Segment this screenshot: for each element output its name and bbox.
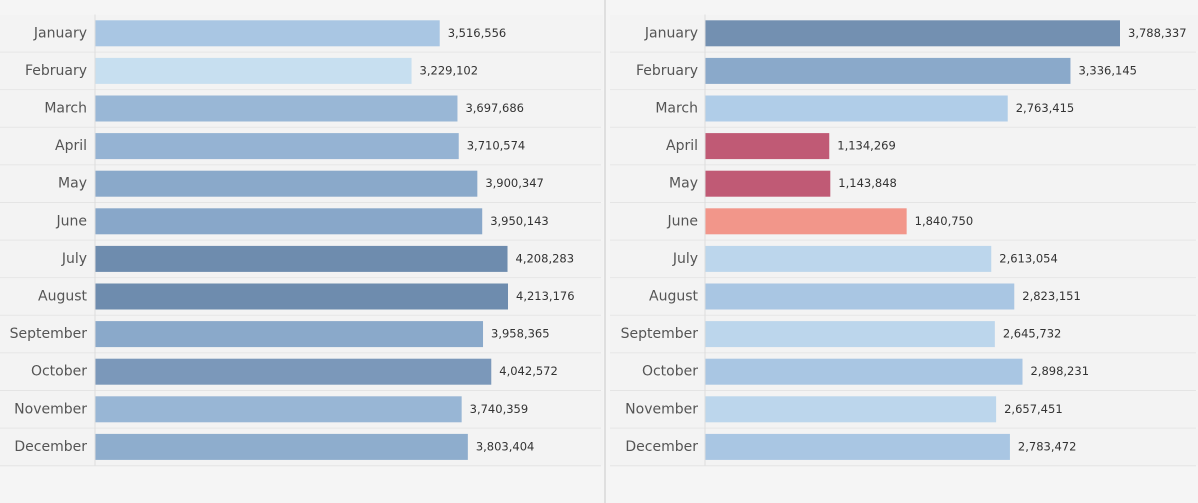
value-label: 2,783,472 [1018, 439, 1077, 453]
category-label: July [672, 251, 698, 267]
bar [95, 433, 468, 460]
bar [705, 433, 1010, 460]
value-label: 3,788,337 [1128, 26, 1187, 40]
bar [95, 57, 412, 84]
value-label: 2,645,732 [1003, 327, 1062, 341]
category-label: October [642, 364, 698, 380]
value-label: 2,613,054 [999, 251, 1058, 265]
category-label: August [38, 289, 88, 305]
value-label: 2,898,231 [1030, 364, 1089, 378]
bar [705, 20, 1120, 47]
category-label: May [669, 176, 698, 192]
category-label: March [44, 101, 87, 117]
bar [705, 57, 1071, 84]
category-label: February [25, 63, 87, 79]
bar [95, 245, 508, 272]
bar [95, 321, 484, 348]
value-label: 1,840,750 [915, 214, 974, 228]
value-label: 3,697,686 [465, 101, 524, 115]
value-label: 2,763,415 [1016, 101, 1075, 115]
category-label: October [31, 364, 87, 380]
category-label: July [61, 251, 87, 267]
bar [705, 170, 831, 197]
bar [95, 133, 459, 160]
bar [705, 208, 907, 235]
value-label: 3,336,145 [1078, 63, 1137, 77]
value-label: 4,208,283 [516, 251, 575, 265]
category-label: September [10, 326, 88, 342]
category-label: May [58, 176, 87, 192]
category-label: March [655, 101, 698, 117]
category-label: April [666, 138, 698, 154]
row-band [610, 165, 1198, 202]
value-label: 3,900,347 [485, 176, 544, 190]
bar [705, 95, 1008, 122]
category-label: November [14, 401, 87, 417]
bar [95, 170, 478, 197]
bar [705, 283, 1015, 310]
row-band [610, 127, 1198, 165]
value-label: 2,823,151 [1022, 289, 1081, 303]
bar [705, 321, 995, 348]
category-label: January [33, 25, 87, 41]
category-label: November [625, 401, 698, 417]
category-label: April [55, 138, 87, 154]
bar [95, 358, 492, 385]
bar [95, 208, 483, 235]
value-label: 3,958,365 [491, 327, 550, 341]
bar [95, 396, 462, 423]
value-label: 3,710,574 [467, 139, 526, 153]
bar [705, 396, 997, 423]
value-label: 3,229,102 [420, 63, 479, 77]
value-label: 2,657,451 [1004, 402, 1063, 416]
value-label: 3,803,404 [476, 439, 535, 453]
bar [705, 133, 830, 160]
category-label: June [667, 213, 699, 229]
category-label: January [644, 25, 698, 41]
category-label: September [621, 326, 699, 342]
bar [95, 95, 458, 122]
category-label: December [625, 439, 698, 455]
category-label: June [56, 213, 88, 229]
category-label: December [14, 439, 87, 455]
value-label: 3,950,143 [490, 214, 549, 228]
category-label: February [636, 63, 698, 79]
bar [705, 358, 1023, 385]
value-label: 3,516,556 [448, 26, 507, 40]
value-label: 4,213,176 [516, 289, 575, 303]
value-label: 4,042,572 [499, 364, 558, 378]
value-label: 3,740,359 [470, 402, 529, 416]
value-label: 1,143,848 [838, 176, 897, 190]
bar [95, 283, 508, 310]
bar [95, 20, 440, 47]
bar [705, 245, 992, 272]
category-label: August [649, 289, 699, 305]
value-label: 1,134,269 [837, 139, 896, 153]
